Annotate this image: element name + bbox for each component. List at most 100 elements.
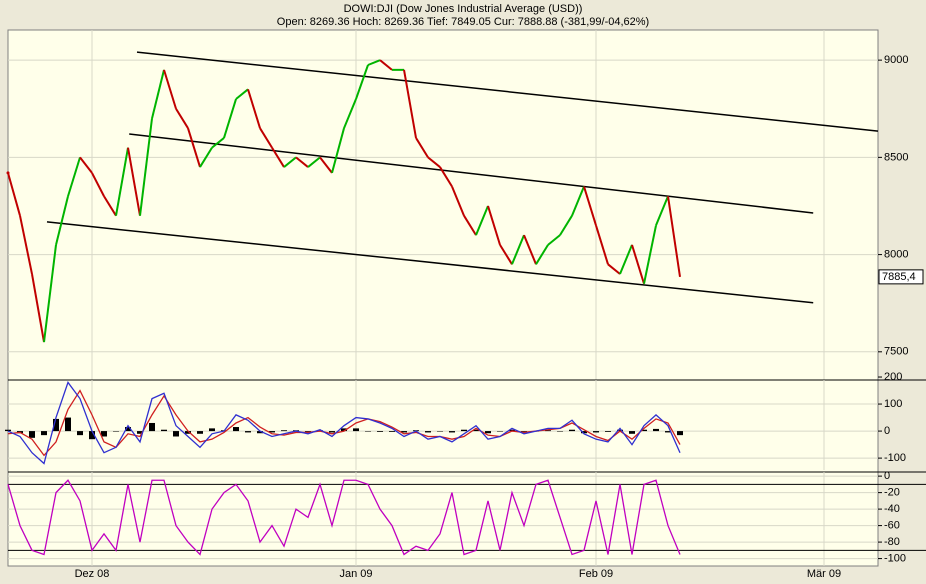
y-tick-label: -100 <box>884 452 906 464</box>
price-segment <box>631 244 645 285</box>
histogram-bar <box>245 431 251 433</box>
price-segment <box>499 244 513 265</box>
price-segment <box>607 263 621 275</box>
histogram-bar <box>437 431 443 432</box>
price-segment <box>331 127 345 174</box>
price-segment <box>427 156 441 168</box>
histogram-bar <box>629 431 635 434</box>
histogram-bar <box>425 431 431 433</box>
histogram-bar <box>149 422 155 432</box>
price-segment <box>283 156 297 168</box>
histogram-bar <box>449 431 455 433</box>
histogram-bar <box>353 428 359 432</box>
histogram-bar <box>653 428 659 432</box>
price-segment <box>559 215 573 236</box>
x-tick-label: Dez 08 <box>75 568 110 580</box>
histogram-bar <box>677 431 683 436</box>
price-segment <box>163 69 177 110</box>
histogram-bar <box>365 431 371 432</box>
last-value-label: 7885,4 <box>882 271 916 283</box>
histogram-bar <box>185 431 191 434</box>
price-segment <box>439 166 453 188</box>
histogram-bar <box>5 429 11 432</box>
y-tick-label: -60 <box>884 520 900 532</box>
histogram-bar <box>101 431 107 437</box>
price-segment <box>19 215 33 275</box>
price-segment <box>583 186 597 226</box>
price-segment <box>43 244 57 343</box>
price-segment <box>619 244 633 275</box>
histogram-bar <box>581 431 587 434</box>
x-tick-label: Jan 09 <box>339 568 372 580</box>
histogram-bar <box>89 431 95 440</box>
price-segment <box>127 147 141 216</box>
price-segment <box>295 156 309 168</box>
price-segment <box>511 234 525 265</box>
histogram-bar <box>29 431 35 438</box>
y-tick-label: 8500 <box>884 151 908 163</box>
price-segment <box>523 234 537 265</box>
y-tick-label: -20 <box>884 487 900 499</box>
indicator-line <box>7 389 681 457</box>
price-segment <box>103 195 117 217</box>
histogram-bar <box>125 427 131 432</box>
price-segment <box>247 89 261 129</box>
histogram-bar <box>269 431 275 433</box>
trend-line <box>136 51 879 132</box>
x-tick-label: Feb 09 <box>579 568 613 580</box>
histogram-bar <box>665 431 671 433</box>
histogram-bar <box>41 431 47 436</box>
price-segment <box>451 186 465 217</box>
x-tick-label: Mär 09 <box>807 568 841 580</box>
histogram-bar <box>473 429 479 432</box>
price-segment <box>319 156 333 174</box>
histogram-bar <box>257 431 263 434</box>
histogram-bar <box>281 430 287 432</box>
price-segment <box>343 98 357 129</box>
chart-subtitle: Open: 8269.36 Hoch: 8269.36 Tief: 7849.0… <box>277 16 649 28</box>
y-tick-label: -80 <box>884 536 900 548</box>
histogram-bar <box>341 428 347 432</box>
price-segment <box>547 234 561 246</box>
price-segment <box>175 108 189 129</box>
price-segment <box>307 156 321 168</box>
y-tick-label: 8000 <box>884 248 908 260</box>
histogram-bar <box>113 431 119 432</box>
price-segment <box>7 172 21 216</box>
histogram-bar <box>545 430 551 432</box>
histogram-bar <box>65 417 71 432</box>
histogram-bar <box>197 431 203 434</box>
price-segment <box>235 88 249 100</box>
trend-line <box>129 133 814 214</box>
price-segment <box>211 137 225 149</box>
y-tick-label: 9000 <box>884 54 908 66</box>
price-segment <box>487 205 501 246</box>
histogram-bar <box>557 431 563 432</box>
histogram-bar <box>137 431 143 434</box>
y-tick-label: 100 <box>884 398 902 410</box>
price-segment <box>115 147 129 216</box>
histogram-bar <box>605 431 611 432</box>
y-tick-label: -100 <box>884 552 906 564</box>
price-segment <box>79 156 93 174</box>
price-segment <box>403 69 417 139</box>
chart-title: DOWI:DJI (Dow Jones Industrial Average (… <box>344 3 583 15</box>
price-segment <box>55 196 69 246</box>
price-segment <box>271 147 285 168</box>
price-segment <box>415 137 429 158</box>
price-segment <box>31 273 45 343</box>
y-tick-label: 200 <box>884 371 902 383</box>
histogram-bar <box>461 429 467 432</box>
y-tick-label: 7500 <box>884 346 908 358</box>
price-segment <box>667 196 681 278</box>
histogram-bar <box>485 431 491 434</box>
price-segment <box>259 127 273 149</box>
histogram-bar <box>401 431 407 433</box>
histogram-bar <box>641 429 647 432</box>
price-segment <box>535 244 549 265</box>
price-segment <box>67 157 81 197</box>
histogram-bar <box>329 431 335 433</box>
y-tick-label: 0 <box>884 425 890 437</box>
